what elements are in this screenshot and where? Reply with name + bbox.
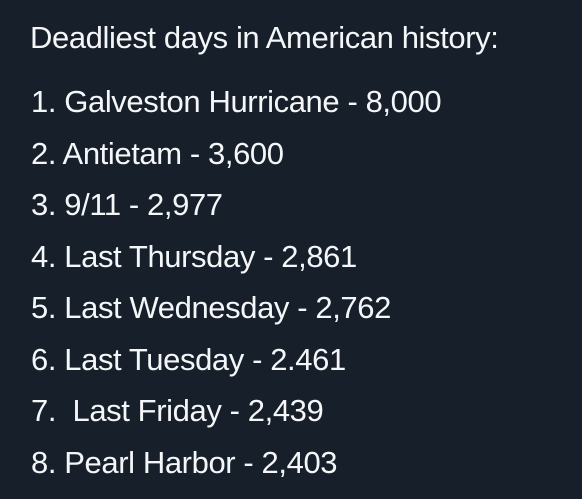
list-item: 6. Last Tuesday - 2.461 — [31, 341, 346, 377]
title: Deadliest days in American history: — [30, 20, 499, 55]
list-item: 8. Pearl Harbor - 2,403 — [31, 444, 338, 480]
list-item: 1. Galveston Hurricane - 8,000 — [31, 84, 442, 119]
list-item: 3. 9/11 - 2,977 — [31, 187, 223, 222]
list-item: 2. Antietam - 3,600 — [31, 135, 284, 171]
list-item: 7. Last Friday - 2,439 — [31, 393, 324, 428]
list-item: 4. Last Thursday - 2,861 — [31, 238, 357, 274]
list-item: 5. Last Wednesday - 2,762 — [31, 290, 391, 325]
